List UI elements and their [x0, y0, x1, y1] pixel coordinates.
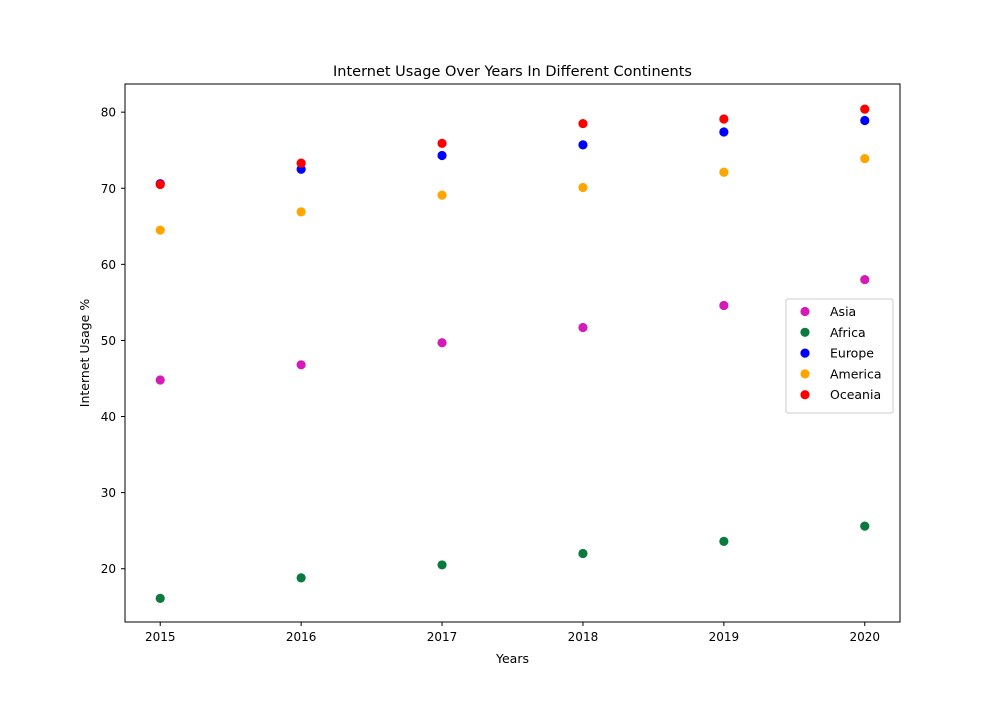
legend-label-africa: Africa — [830, 325, 866, 340]
chart-title: Internet Usage Over Years In Different C… — [333, 64, 692, 80]
series-asia — [155, 274, 870, 385]
data-point-africa — [437, 560, 447, 570]
data-point-america — [578, 182, 588, 193]
data-point-oceania — [719, 114, 729, 124]
y-tick-label: 30 — [101, 486, 116, 500]
data-points — [155, 104, 870, 604]
y-tick-label: 20 — [101, 562, 116, 576]
legend-marker-oceania — [800, 390, 810, 400]
legend-box — [785, 298, 894, 414]
data-point-oceania — [860, 104, 870, 114]
x-axis-label: Years — [495, 651, 529, 666]
x-tick-label: 2016 — [286, 630, 317, 644]
data-point-africa — [296, 573, 306, 583]
legend-marker-america — [800, 369, 810, 379]
data-point-america — [296, 207, 306, 217]
x-tick-label: 2015 — [145, 630, 176, 644]
x-axis-ticks: 2015 2016 2017 2018 2019 2020 — [145, 622, 880, 644]
data-point-europe — [719, 127, 729, 137]
legend-label-europe: Europe — [830, 346, 874, 361]
series-africa — [155, 521, 870, 604]
y-tick-label: 50 — [101, 334, 116, 348]
legend-marker-africa — [800, 327, 810, 337]
data-point-america — [437, 190, 447, 200]
data-point-asia — [719, 300, 729, 311]
x-tick-label: 2017 — [427, 630, 458, 644]
data-point-america — [860, 153, 870, 164]
data-point-oceania — [155, 179, 165, 190]
series-america — [155, 153, 870, 235]
data-point-oceania — [437, 138, 447, 148]
data-point-africa — [860, 521, 870, 531]
data-point-africa — [578, 548, 588, 559]
legend-marker-asia — [800, 306, 810, 317]
x-tick-label: 2019 — [709, 630, 740, 644]
data-point-asia — [437, 338, 447, 348]
data-point-asia — [578, 322, 588, 333]
y-axis-ticks: 20 30 40 50 60 70 80 — [101, 106, 125, 576]
data-point-africa — [155, 593, 165, 604]
data-point-europe — [578, 140, 588, 150]
legend-marker-europe — [800, 348, 810, 358]
legend: Asia Africa Europe America Oceania — [785, 298, 894, 414]
data-point-oceania — [296, 158, 306, 168]
legend-label-asia: Asia — [830, 304, 856, 319]
legend-label-oceania: Oceania — [830, 387, 881, 402]
data-point-oceania — [578, 118, 588, 129]
data-point-asia — [296, 360, 306, 370]
data-point-africa — [719, 536, 729, 546]
x-tick-label: 2018 — [568, 630, 599, 644]
y-tick-label: 40 — [101, 410, 116, 424]
series-oceania — [155, 104, 870, 190]
y-tick-label: 60 — [101, 258, 116, 272]
data-point-asia — [155, 375, 165, 385]
data-point-europe — [437, 150, 447, 161]
data-point-america — [155, 225, 165, 235]
y-tick-label: 80 — [101, 106, 116, 120]
plot-frame — [124, 83, 901, 623]
data-point-america — [719, 167, 729, 177]
x-tick-label: 2020 — [849, 630, 880, 644]
y-axis-label: Internet Usage % — [77, 299, 92, 408]
data-point-asia — [860, 274, 870, 285]
legend-label-america: America — [830, 366, 882, 381]
y-tick-label: 70 — [101, 182, 116, 196]
data-point-europe — [860, 115, 870, 126]
